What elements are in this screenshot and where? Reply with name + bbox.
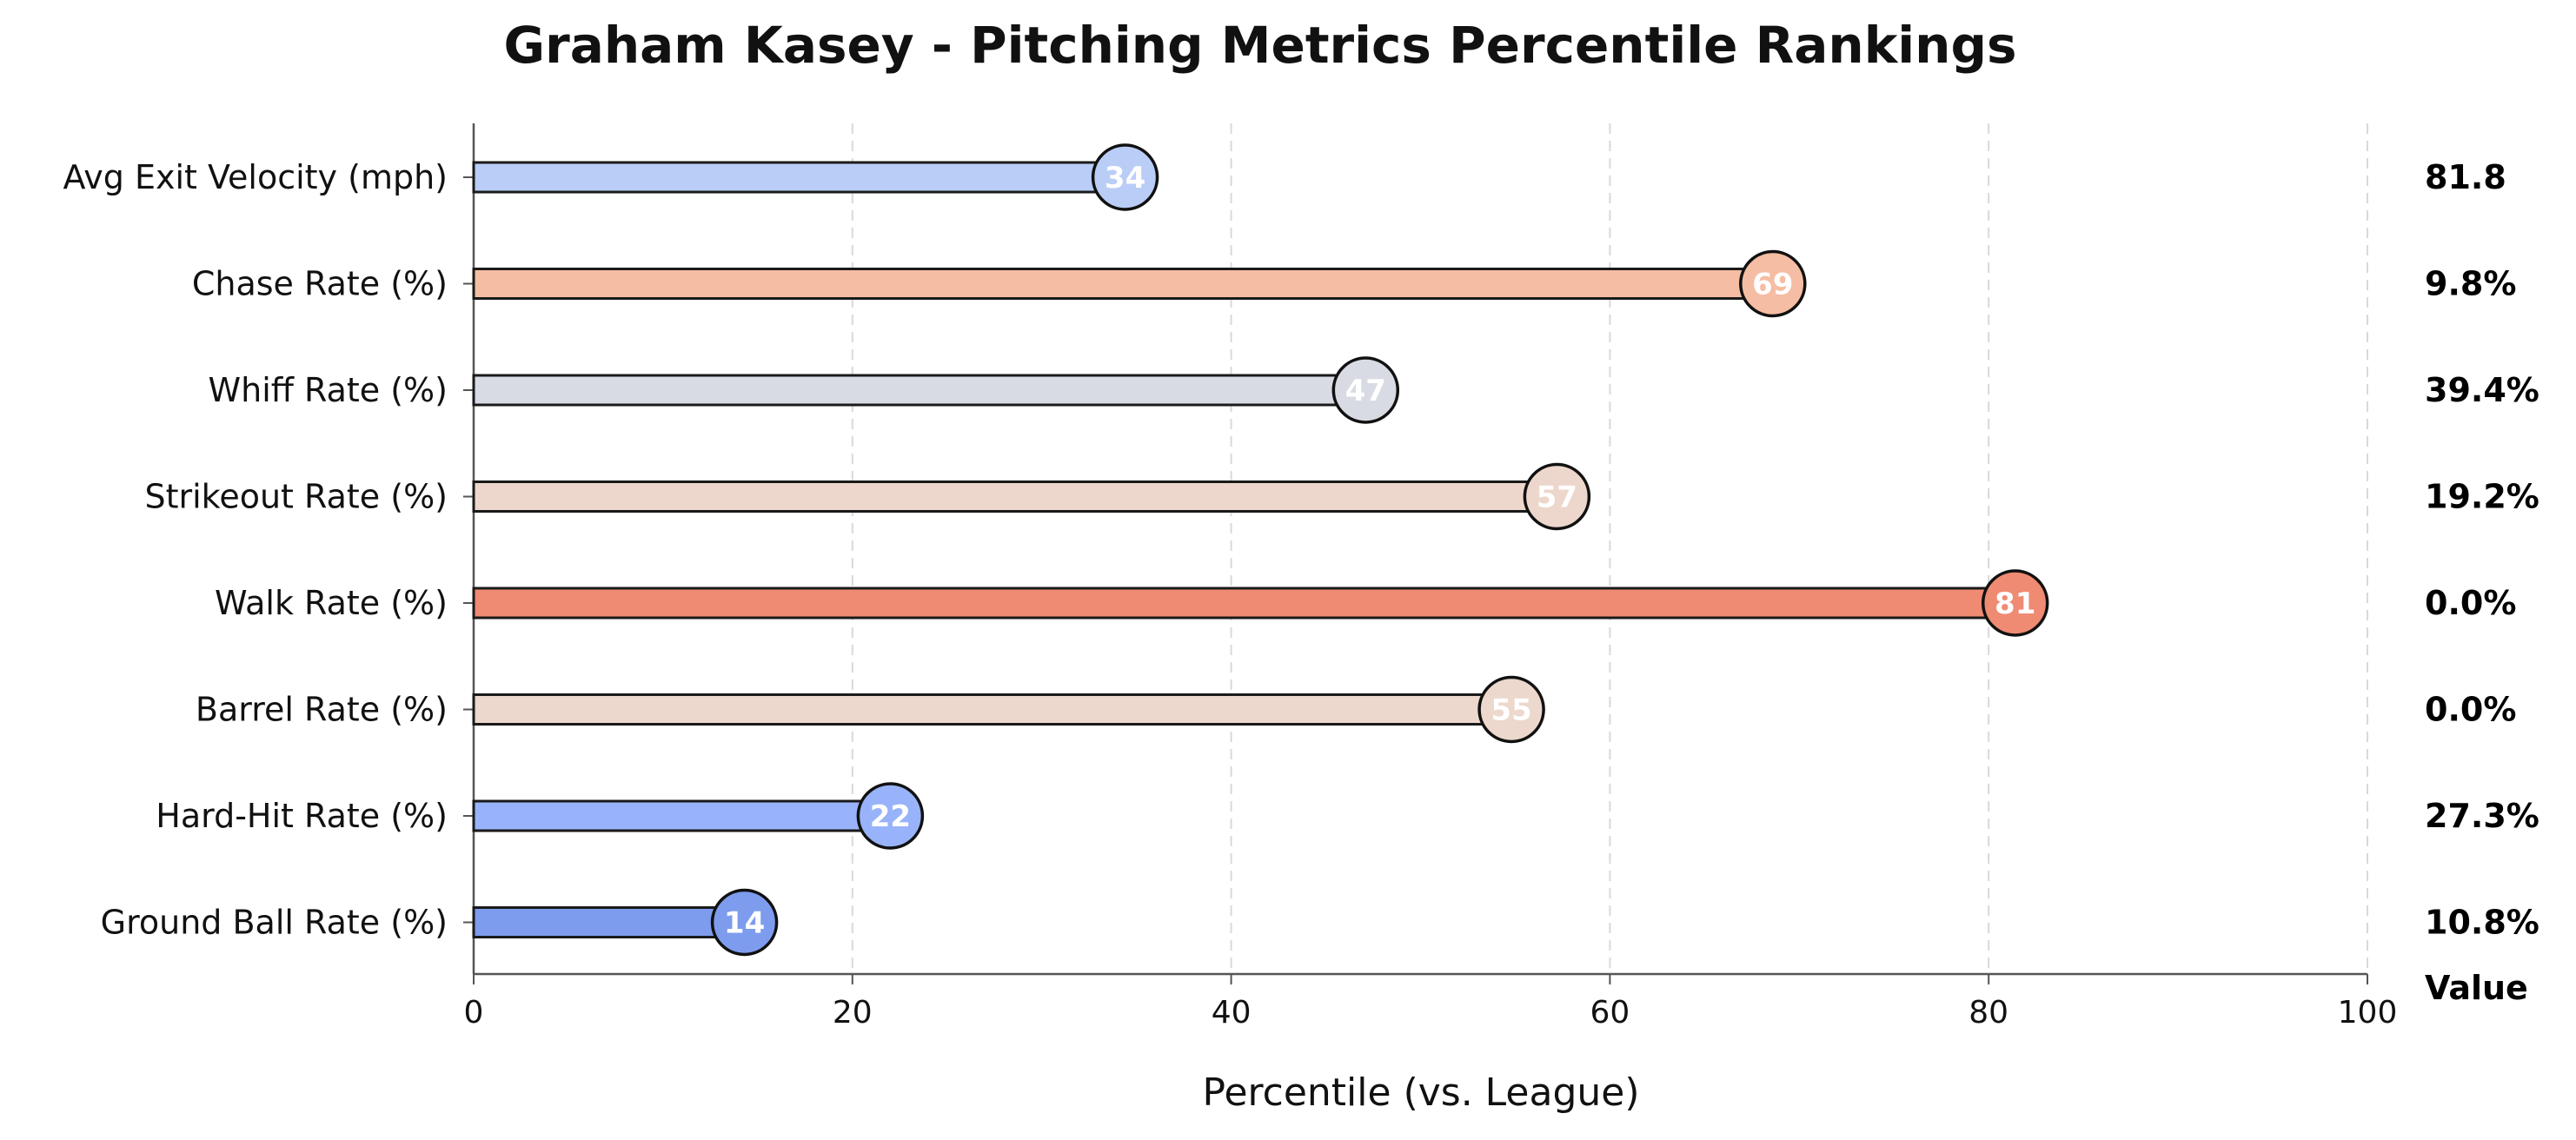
category-label: Chase Rate (%) [192, 265, 448, 303]
x-tick-label: 20 [833, 995, 873, 1031]
percentile-marker [856, 782, 925, 850]
bars-layer [472, 143, 2049, 957]
metric-value-label: 19.2% [2425, 478, 2539, 516]
metric-value-label: 10.8% [2425, 904, 2539, 942]
axes-layer: 0 20 40 60 80 100 [463, 123, 2397, 1031]
percentile-bar [472, 161, 1127, 194]
x-tick-label: 80 [1969, 995, 2008, 1031]
percentile-label: 14 [724, 906, 765, 941]
metric-value-label: 27.3% [2425, 797, 2539, 835]
percentile-bar [472, 374, 1367, 407]
metric-value-label: 9.8% [2425, 265, 2516, 303]
category-label: Avg Exit Velocity (mph) [63, 158, 448, 196]
metric-value-label: 39.4% [2425, 371, 2539, 409]
category-label: Walk Rate (%) [215, 584, 448, 622]
category-label: Barrel Rate (%) [196, 691, 448, 729]
category-label: Strikeout Rate (%) [144, 478, 448, 516]
grid-layer [851, 123, 2368, 974]
metric-value-label: 81.8 [2425, 158, 2506, 196]
metric-value-label: 0.0% [2425, 691, 2516, 729]
x-tick-label: 0 [464, 995, 484, 1031]
labels-layer: Avg Exit Velocity (mph) 34 81.8 Chase Rate … [63, 158, 2539, 942]
percentile-marker [1981, 569, 2049, 637]
x-tick-label: 100 [2338, 995, 2398, 1031]
percentile-bar [472, 906, 747, 938]
metric-value-label: 0.0% [2425, 584, 2516, 622]
percentile-label: 55 [1490, 693, 1531, 728]
percentile-label: 69 [1752, 268, 1793, 302]
percentile-bar [472, 481, 1558, 513]
category-label: Ground Ball Rate (%) [101, 904, 448, 942]
percentile-marker [1331, 356, 1400, 424]
percentile-label: 34 [1105, 161, 1145, 196]
category-label: Whiff Rate (%) [209, 371, 448, 409]
percentile-label: 81 [1995, 587, 2035, 621]
percentile-bar [472, 693, 1513, 726]
value-column-header: Value [2425, 969, 2528, 1007]
percentile-marker [1739, 249, 1807, 318]
percentile-bar [472, 587, 2017, 620]
percentile-marker [710, 888, 779, 957]
percentile-label: 22 [870, 799, 911, 834]
percentile-label: 57 [1537, 481, 1577, 515]
category-label: Hard-Hit Rate (%) [156, 797, 448, 835]
x-axis-label: Percentile (vs. League) [1203, 1070, 1640, 1115]
percentile-marker [1523, 462, 1591, 531]
percentile-marker [1477, 675, 1545, 744]
percentile-marker [1091, 143, 1159, 211]
percentile-bar [472, 268, 1775, 300]
percentile-bar [472, 799, 892, 832]
x-tick-label: 60 [1590, 995, 1630, 1031]
chart-title: Graham Kasey - Pitching Metrics Percenti… [504, 16, 2017, 75]
percentile-label: 47 [1345, 374, 1386, 408]
x-tick-label: 40 [1212, 995, 1251, 1031]
